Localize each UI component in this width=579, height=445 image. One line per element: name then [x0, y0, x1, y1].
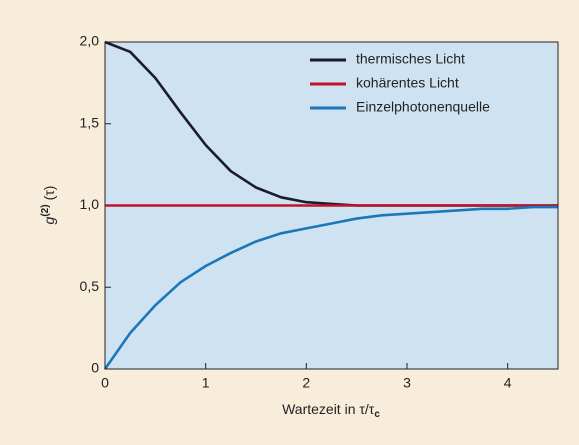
- legend-label: thermisches Licht: [356, 51, 465, 67]
- x-label-subscript: c: [374, 409, 380, 420]
- legend-label: Einzelphotonenquelle: [356, 99, 490, 115]
- y-tick-label: 1,5: [80, 114, 100, 130]
- x-tick-label: 4: [504, 375, 512, 391]
- x-tick-label: 1: [202, 375, 210, 391]
- x-tick-label: 3: [403, 375, 411, 391]
- y-tick-label: 0: [91, 360, 99, 376]
- y-label-symbol: g: [41, 216, 57, 224]
- x-tick-label: 2: [302, 375, 310, 391]
- y-label-superscript: (2): [40, 204, 51, 216]
- y-tick-label: 1,0: [80, 196, 100, 212]
- series-line: [103, 205, 558, 370]
- x-tick-label: 0: [101, 375, 109, 391]
- x-axis-label: Wartezeit in τ/τc: [282, 401, 380, 420]
- y-tick-label: 2,0: [80, 33, 100, 49]
- x-label-text: Wartezeit in τ/τ: [282, 401, 375, 417]
- legend-label: kohärentes Licht: [356, 75, 459, 91]
- y-tick-label: 0,5: [80, 278, 100, 294]
- y-label-argument: (τ): [41, 186, 57, 201]
- y-axis-label: g(2) (τ): [40, 186, 57, 225]
- plot-frame: [104, 41, 559, 370]
